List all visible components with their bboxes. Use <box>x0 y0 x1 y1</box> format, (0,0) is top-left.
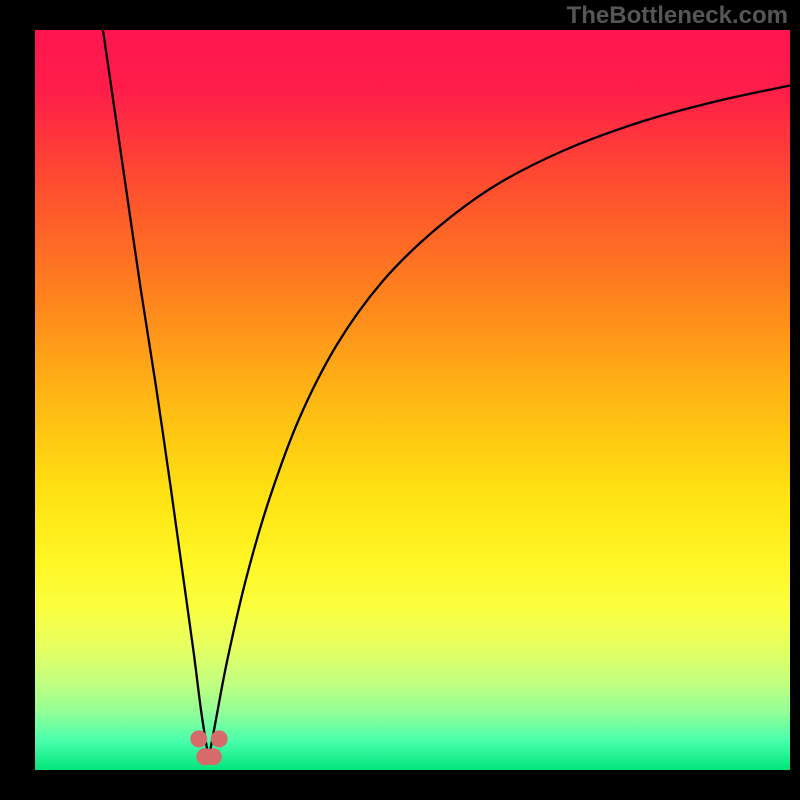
highlight-marker <box>205 749 221 765</box>
highlight-marker <box>191 731 207 747</box>
chart-svg <box>35 30 790 770</box>
watermark-text: TheBottleneck.com <box>567 2 788 30</box>
highlight-marker <box>211 731 227 747</box>
chart-plot-area <box>35 30 790 770</box>
chart-background <box>35 30 790 770</box>
